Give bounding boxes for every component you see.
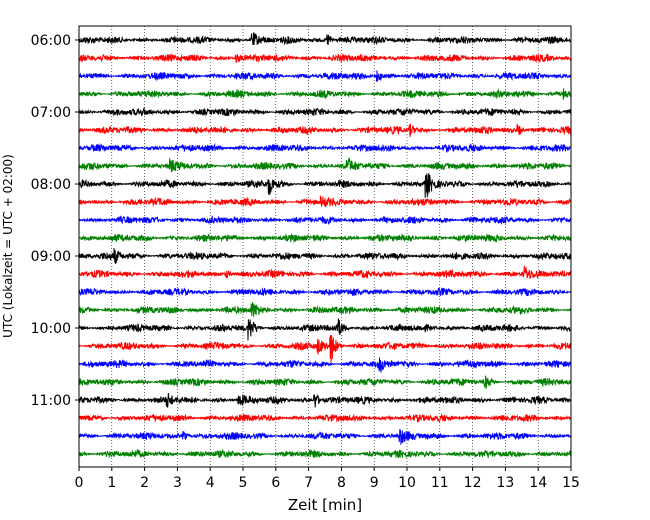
y-tick-label: 08:00 <box>31 177 71 193</box>
seismogram-trace <box>78 173 572 198</box>
seismogram-trace <box>78 52 572 64</box>
x-tick-label: 2 <box>140 475 149 491</box>
seismogram-trace <box>78 123 572 138</box>
x-axis-ticks: 0 1 2 3 4 5 6 7 8 9 10 11 12 13 14 15 <box>75 467 580 491</box>
seismogram-trace <box>78 334 572 363</box>
seismogram-trace <box>78 357 572 373</box>
plot-frame <box>78 25 572 468</box>
x-tick-label: 13 <box>496 475 514 491</box>
seismogram-trace <box>78 265 572 279</box>
y-tick-label: 07:00 <box>31 105 71 121</box>
y-tick-label: 10:00 <box>31 321 71 337</box>
x-tick-label: 3 <box>173 475 182 491</box>
y-axis-ticks: 06:00 07:00 08:00 09:00 10:00 11:00 <box>31 33 79 409</box>
x-tick-label: 10 <box>398 475 416 491</box>
x-tick-label: 14 <box>529 475 547 491</box>
y-axis-label: UTC (Lokalzeit = UTC + 02:00) <box>1 154 15 338</box>
x-tick-label: 9 <box>370 475 379 491</box>
seismogram-trace <box>78 156 572 173</box>
x-tick-label: 15 <box>562 475 580 491</box>
seismogram-trace <box>78 32 571 46</box>
x-tick-label: 8 <box>337 475 346 491</box>
x-tick-label: 12 <box>464 475 482 491</box>
x-axis-label: Zeit [min] <box>288 496 362 514</box>
seismogram-trace <box>78 142 572 154</box>
y-tick-label: 06:00 <box>31 33 71 49</box>
x-tick-label: 7 <box>304 475 313 491</box>
x-tick-label: 11 <box>431 475 449 491</box>
x-tick-label: 1 <box>107 475 116 491</box>
seismogram-trace <box>78 215 572 226</box>
x-tick-label: 6 <box>271 475 280 491</box>
y-tick-label: 09:00 <box>31 249 71 265</box>
seismogram-trace <box>78 318 571 341</box>
seismogram-trace <box>78 412 572 424</box>
x-tick-label: 4 <box>206 475 215 491</box>
seismogram-trace <box>78 232 572 244</box>
x-tick-label: 5 <box>239 475 248 491</box>
seismogram-trace <box>78 375 572 389</box>
x-tick-label: 0 <box>75 475 84 491</box>
seismogram-trace <box>78 302 572 317</box>
seismogram-trace <box>78 195 572 208</box>
y-tick-label: 11:00 <box>31 393 71 409</box>
trace-group <box>78 32 572 459</box>
seismogram-trace <box>78 392 572 408</box>
seismogram-trace <box>78 287 572 297</box>
seismogram-trace <box>78 248 572 264</box>
seismogram-trace <box>78 88 572 100</box>
seismogram-trace <box>78 70 572 83</box>
seismogram-trace <box>78 428 572 445</box>
seismogram-trace <box>78 448 572 459</box>
seismogram-trace <box>78 106 572 117</box>
